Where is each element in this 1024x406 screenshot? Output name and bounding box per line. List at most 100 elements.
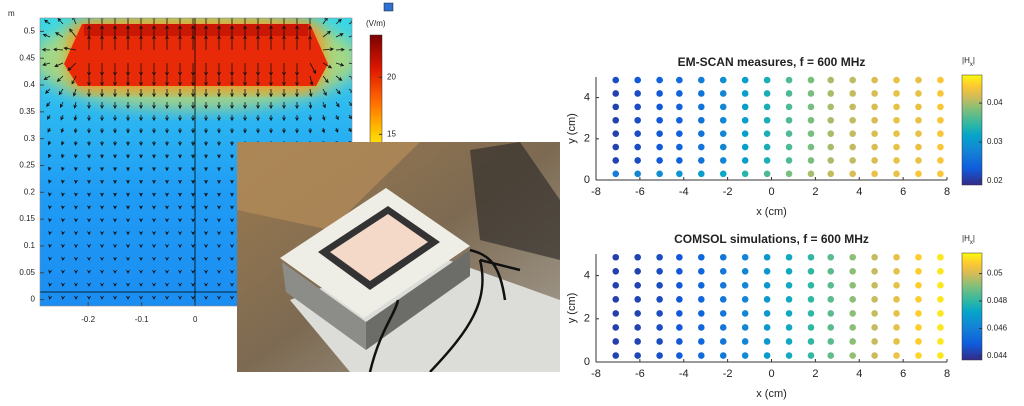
data-point — [849, 253, 856, 261]
data-point — [871, 143, 878, 151]
field-arrow — [126, 282, 130, 287]
field-arrow — [256, 89, 260, 98]
field-arrow — [87, 244, 91, 249]
field-arrow — [269, 89, 273, 98]
field-arrow — [152, 102, 156, 110]
x-tick-label: 2 — [812, 368, 818, 380]
field-arrow — [61, 179, 65, 184]
data-point — [893, 267, 900, 275]
data-point — [698, 143, 705, 151]
field-arrow — [87, 179, 91, 185]
field-arrow — [204, 218, 208, 223]
field-arrow — [152, 295, 156, 300]
field-arrow — [74, 269, 78, 274]
field-arrow — [100, 102, 104, 110]
colorbar-label: (V/m) — [366, 19, 386, 28]
data-point — [676, 352, 683, 359]
field-arrow — [73, 127, 78, 134]
data-point — [785, 116, 793, 124]
field-arrow — [87, 295, 91, 300]
field-arrow — [322, 88, 327, 97]
data-point — [827, 267, 835, 275]
data-point — [827, 310, 835, 317]
data-point — [785, 338, 793, 345]
field-arrow — [48, 282, 52, 287]
field-arrow — [335, 88, 341, 95]
data-point — [849, 116, 856, 124]
field-arrow — [87, 128, 91, 134]
field-arrow — [295, 76, 299, 87]
field-arrow — [42, 62, 51, 66]
field-arrow — [178, 63, 182, 77]
field-arrow — [191, 102, 195, 110]
data-point — [827, 338, 835, 345]
data-point — [656, 324, 663, 331]
data-point — [893, 157, 900, 164]
data-point — [656, 310, 663, 317]
field-arrow — [139, 141, 143, 147]
field-arrow — [113, 141, 117, 147]
data-point — [915, 130, 922, 137]
field-arrow — [217, 205, 221, 210]
field-arrow — [126, 115, 130, 122]
data-point — [763, 170, 771, 178]
field-arrow — [178, 141, 182, 147]
data-point — [634, 130, 641, 137]
field-arrow — [100, 128, 104, 134]
data-point — [915, 76, 922, 84]
field-arrow — [335, 75, 343, 81]
x-tick-label: 6 — [900, 368, 906, 380]
field-arrow — [217, 115, 221, 122]
field-arrow — [139, 35, 143, 50]
field-arrow — [59, 101, 64, 109]
field-arrow — [204, 89, 208, 98]
data-point — [656, 116, 663, 124]
data-point — [698, 296, 705, 303]
field-arrow — [295, 128, 299, 134]
field-arrow — [126, 63, 130, 77]
field-arrow — [230, 231, 234, 236]
data-point — [807, 296, 815, 303]
field-arrow — [152, 282, 156, 287]
data-point — [871, 296, 878, 303]
data-point — [719, 130, 727, 137]
y-tick-label: 0.4 — [24, 80, 36, 89]
field-arrow — [295, 102, 299, 110]
data-point — [893, 130, 900, 137]
field-arrow — [178, 18, 182, 24]
field-arrow — [57, 18, 64, 25]
field-arrow — [74, 205, 78, 210]
field-arrow — [67, 62, 77, 71]
field-arrow — [87, 115, 91, 122]
field-arrow — [230, 141, 234, 147]
field-arrow — [191, 76, 195, 87]
data-point — [741, 116, 749, 124]
y-tick-label: 2 — [584, 133, 590, 145]
data-point — [937, 76, 944, 84]
colorbar-tick-label: 20 — [387, 72, 396, 81]
data-point — [893, 170, 900, 178]
data-point — [871, 103, 878, 111]
field-arrow — [61, 243, 65, 249]
data-point — [676, 103, 683, 111]
data-point — [871, 282, 878, 289]
field-arrow — [139, 244, 143, 249]
data-point — [915, 352, 922, 359]
field-arrow — [217, 141, 221, 147]
data-point — [827, 76, 835, 84]
data-point — [785, 130, 793, 137]
field-arrow — [335, 114, 339, 121]
field-arrow — [152, 205, 156, 210]
field-arrow — [60, 114, 64, 121]
data-point — [698, 130, 705, 137]
field-arrow — [72, 88, 77, 97]
field-arrow — [269, 76, 273, 87]
field-arrow — [71, 75, 77, 85]
field-arrow — [217, 76, 221, 87]
field-arrow — [191, 141, 195, 147]
data-point — [676, 90, 683, 97]
field-arrow — [335, 47, 345, 52]
y-tick-label: 2 — [584, 313, 590, 325]
field-arrow — [113, 244, 117, 249]
field-arrow — [309, 75, 314, 86]
